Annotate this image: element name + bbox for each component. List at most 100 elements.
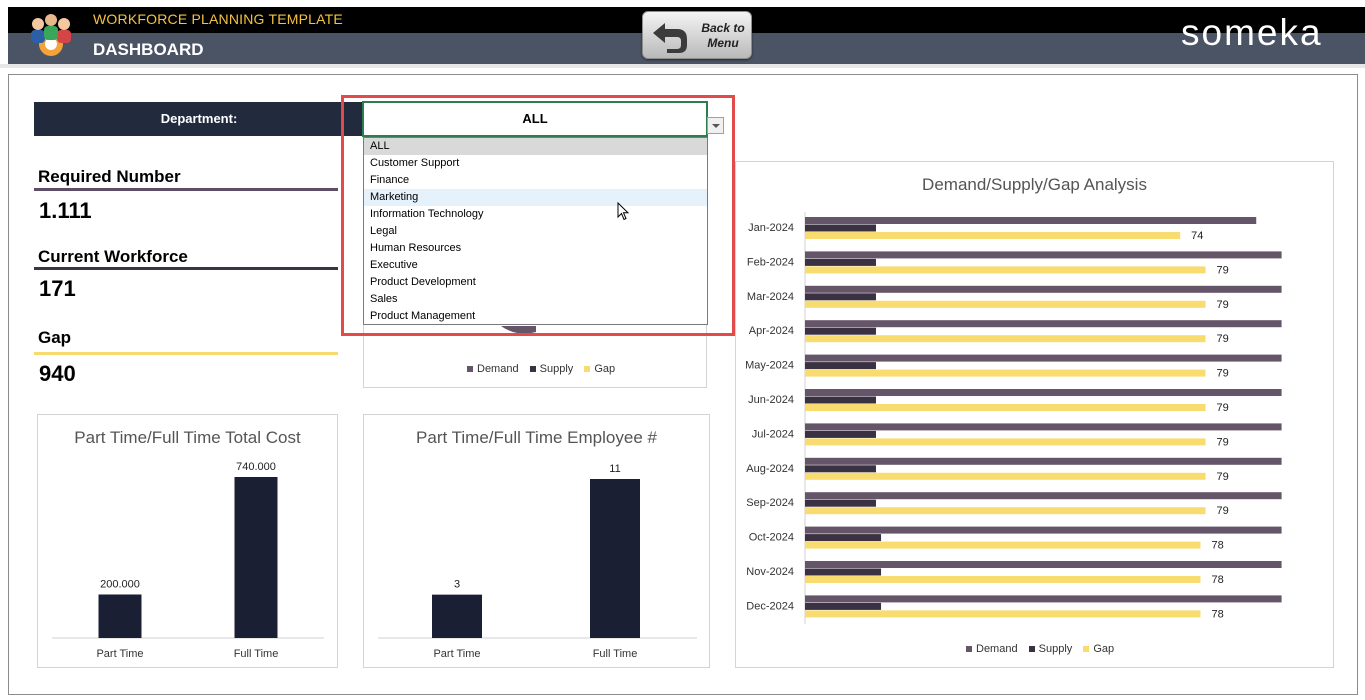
chevron-down-icon[interactable]	[707, 117, 724, 134]
dropdown-option[interactable]: Product Management	[370, 310, 476, 322]
dashboard-frame	[8, 74, 1358, 695]
back-to-menu-button[interactable]: Back to Menu	[642, 11, 752, 59]
gap-value-label: 79	[1217, 368, 1229, 380]
y-tick-label: Mar-2024	[747, 291, 794, 303]
gap-value-label: 74	[1191, 230, 1203, 242]
mouse-cursor-icon	[617, 202, 630, 221]
bar-supply	[805, 534, 882, 542]
back-button-label: Back to Menu	[701, 21, 745, 50]
y-tick-label: Jul-2024	[752, 428, 794, 440]
dropdown-option[interactable]: Finance	[370, 174, 410, 186]
bar-gap	[805, 404, 1206, 411]
y-tick-label: Oct-2024	[749, 532, 794, 544]
gap-value-label: 78	[1211, 574, 1223, 586]
kpi-current-value: 171	[39, 276, 76, 301]
bar-supply	[805, 293, 876, 301]
dsg-chart-title: Demand/Supply/Gap Analysis	[922, 175, 1147, 194]
cost-chart-panel: Part Time/Full Time Total Cost 200.000 Pa…	[37, 414, 338, 668]
bar-gap	[805, 335, 1206, 343]
gap-value-label: 79	[1217, 471, 1229, 483]
bar-demand	[805, 423, 1282, 431]
y-tick-label: Feb-2024	[747, 256, 794, 268]
department-dropdown-list[interactable]: ALL Customer Support Finance Marketing Infor…	[363, 137, 708, 325]
return-arrow-icon	[653, 23, 687, 53]
legend-gap: Gap	[594, 363, 616, 375]
bar-gap	[805, 232, 1181, 239]
bar-gap	[805, 541, 1201, 549]
cost-chart-title: Part Time/Full Time Total Cost	[74, 428, 301, 447]
y-tick-label: Sep-2024	[746, 497, 794, 509]
bar-value-label: 200.000	[100, 578, 140, 590]
bar-supply	[805, 224, 876, 232]
app-title: WORKFORCE PLANNING TEMPLATE	[93, 11, 343, 27]
bar-supply	[805, 568, 882, 576]
kpi-required-label: Required Number	[38, 167, 181, 186]
bar-gap	[805, 369, 1206, 377]
legend-demand: Demand	[477, 363, 519, 375]
kpi-required-value: 1.111	[39, 198, 92, 223]
y-tick-label: Dec-2024	[746, 600, 794, 612]
employee-chart-svg: 3 Part Time 11 Full Time	[378, 463, 697, 660]
gap-value-label: 79	[1217, 505, 1229, 517]
cost-chart-svg: 200.000 Part Time 740.000 Full Time	[52, 461, 324, 660]
legend-supply: Supply	[1038, 643, 1073, 655]
bar-gap	[805, 266, 1206, 274]
employee-chart-title: Part Time/Full Time Employee #	[416, 428, 657, 447]
highlight-box	[341, 95, 735, 336]
dropdown-option[interactable]: Executive	[370, 259, 418, 271]
gap-value-label: 79	[1217, 333, 1229, 345]
bar-gap	[805, 610, 1201, 618]
legend-demand: Demand	[976, 643, 1018, 655]
kpi-current-underline	[34, 267, 338, 270]
dropdown-option[interactable]: Customer Support	[370, 157, 460, 169]
bar-gap	[805, 576, 1201, 583]
department-select[interactable]: ALL	[362, 101, 708, 137]
department-label: Department:	[34, 102, 364, 136]
bar-supply	[805, 499, 876, 507]
bar-supply	[805, 258, 876, 266]
kpi-required-underline	[34, 188, 338, 191]
bar-demand	[805, 595, 1282, 603]
dropdown-option[interactable]: ALL	[364, 138, 707, 155]
header-divider	[0, 64, 1365, 68]
dropdown-option[interactable]: Marketing	[364, 189, 707, 206]
dsg-chart-svg: Jan-2024 74 Feb-2024 79 Mar-2024 79 Apr-2024 79…	[745, 212, 1282, 624]
gap-value-label: 78	[1211, 608, 1223, 620]
bar	[234, 477, 278, 638]
donut-segment	[501, 326, 536, 334]
legend-gap: Gap	[1093, 643, 1115, 655]
dropdown-option[interactable]: Product Development	[370, 276, 476, 288]
x-tick-label: Full Time	[593, 648, 638, 660]
y-tick-label: Jan-2024	[748, 222, 794, 234]
gap-value-label: 79	[1217, 299, 1229, 311]
dsg-chart-panel: Demand/Supply/Gap Analysis Jan-2024 74 Feb…	[735, 161, 1334, 668]
bar-gap	[805, 300, 1206, 308]
legend-supply: Supply	[539, 363, 574, 375]
employee-chart-panel: Part Time/Full Time Employee # 3 Part Tim…	[363, 414, 710, 668]
x-tick-label: Full Time	[234, 648, 279, 660]
x-tick-label: Part Time	[433, 648, 480, 660]
bar-demand	[805, 492, 1282, 500]
dropdown-option[interactable]: Sales	[370, 293, 398, 305]
bar-supply	[805, 362, 876, 370]
page-title: DASHBOARD	[93, 40, 204, 59]
bar-supply	[805, 602, 882, 610]
gap-value-label: 79	[1217, 436, 1229, 448]
dropdown-option[interactable]: Legal	[370, 225, 397, 237]
bar-demand	[805, 457, 1282, 465]
bar-demand	[805, 285, 1282, 293]
bar-supply	[805, 327, 876, 335]
brand-logo: someka	[1181, 12, 1323, 53]
bar-value-label: 3	[454, 579, 460, 591]
gap-value-label: 79	[1217, 264, 1229, 276]
bar-gap	[805, 472, 1206, 480]
bar-supply	[805, 430, 876, 438]
bar-demand	[805, 354, 1282, 362]
bar-demand	[805, 561, 1282, 568]
y-tick-label: Aug-2024	[746, 463, 794, 475]
bar-demand	[805, 526, 1282, 534]
dropdown-option[interactable]: Human Resources	[370, 242, 462, 254]
bar-demand	[805, 320, 1282, 328]
dropdown-option[interactable]: Information Technology	[370, 208, 484, 220]
